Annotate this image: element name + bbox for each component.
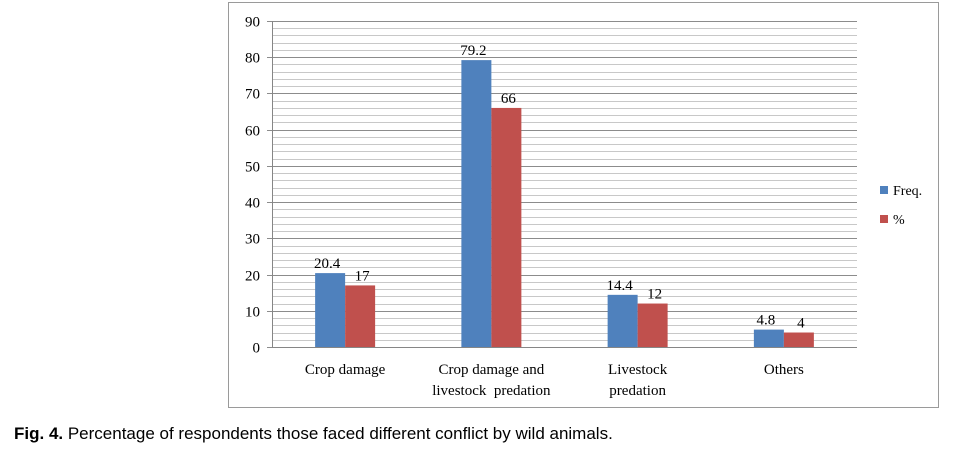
data-label: 4	[797, 316, 805, 332]
y-tick-label: 50	[245, 160, 260, 176]
x-category-label: livestock predation	[432, 383, 551, 399]
x-category-label: Livestock	[608, 362, 668, 378]
y-tick-label: 0	[253, 341, 261, 357]
data-label: 17	[355, 268, 371, 284]
y-tick-label: 80	[245, 51, 260, 67]
figure-label: Fig. 4.	[14, 424, 64, 443]
legend-swatch	[880, 186, 888, 194]
y-tick-label: 90	[245, 15, 260, 31]
y-tick-label: 30	[245, 232, 260, 248]
legend-label: %	[893, 213, 905, 228]
data-label: 79.2	[460, 43, 486, 59]
bar-percent	[783, 332, 814, 347]
bar-percent	[491, 107, 522, 347]
y-tick-label: 60	[245, 124, 260, 140]
bar-percent	[637, 303, 668, 347]
x-category-label: Crop damage and	[438, 362, 544, 378]
bar-freq	[607, 294, 638, 347]
bar-chart: 0 10 20 30 40 50 60 70 80 90 20.4 17 Crop damage 79.2…	[245, 15, 922, 400]
x-category-label: predation	[609, 383, 666, 399]
legend-label: Freq.	[893, 184, 922, 199]
bar-freq	[753, 329, 784, 347]
y-tick-label: 40	[245, 196, 260, 212]
data-label: 4.8	[757, 313, 776, 329]
x-category-label: Others	[764, 362, 804, 378]
x-category-label: Crop damage	[305, 362, 386, 378]
figure-caption: Fig. 4. Percentage of respondents those …	[14, 424, 613, 444]
data-label: 20.4	[314, 256, 341, 272]
data-label: 12	[647, 287, 662, 303]
data-label: 66	[501, 91, 517, 107]
y-tick-label: 10	[245, 305, 260, 321]
figure-caption-text: Percentage of respondents those faced di…	[63, 424, 613, 443]
legend-swatch	[880, 215, 888, 223]
y-tick-label: 70	[245, 87, 260, 103]
chart-frame: 0 10 20 30 40 50 60 70 80 90 20.4 17 Crop damage 79.2…	[228, 2, 939, 408]
bar-freq	[461, 60, 492, 348]
bar-freq	[315, 273, 346, 347]
bar-percent	[345, 285, 376, 347]
data-label: 14.4	[607, 278, 634, 294]
y-tick-label: 20	[245, 269, 260, 285]
